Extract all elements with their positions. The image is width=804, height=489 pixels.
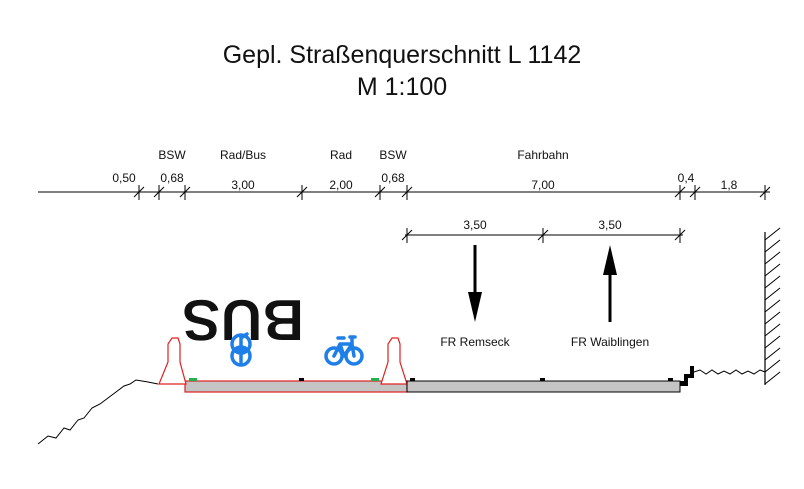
arrow-up-icon	[603, 245, 617, 322]
direction-label-remseck: FR Remseck	[440, 335, 510, 349]
dim-value: 1,8	[721, 178, 738, 192]
terrain-right	[693, 369, 766, 375]
dim-value: 3,00	[231, 178, 255, 192]
dim-value: 0,50	[112, 171, 136, 185]
dim-value: 2,00	[329, 178, 353, 192]
dim-value: 0,4	[678, 171, 695, 185]
road-markings	[299, 378, 673, 381]
roadway-surface	[406, 380, 681, 393]
lane-dim-value: 3,50	[463, 218, 487, 232]
dim-value: 0,68	[160, 171, 184, 185]
lane-dim-value: 3,50	[598, 218, 622, 232]
section-label-bsw-right: BSW	[379, 148, 407, 162]
direction-label-waiblingen: FR Waiblingen	[571, 335, 649, 349]
lane-dimension-ticks	[401, 228, 686, 243]
section-label-fahrbahn: Fahrbahn	[517, 148, 568, 162]
dim-value: 0,68	[381, 171, 405, 185]
arrow-down-icon	[468, 245, 482, 322]
wall-hatching	[764, 227, 781, 385]
bicycle-icon	[230, 332, 252, 367]
green-marker	[189, 378, 197, 381]
bus-lane-marking: BUS	[182, 287, 304, 352]
terrain-left	[37, 379, 159, 445]
section-label-bsw-left: BSW	[158, 148, 186, 162]
diagram-scale: M 1:100	[356, 73, 448, 101]
kerb-right	[680, 366, 694, 386]
diagram-title: Gepl. Straßenquerschnitt L 1142	[222, 41, 582, 69]
dimension-ticks	[133, 185, 771, 200]
dim-value: 7,00	[531, 178, 555, 192]
cycle-path-surface	[184, 380, 408, 393]
bicycle-icon	[324, 335, 364, 366]
green-marker	[371, 378, 379, 381]
section-label-rad-bus: Rad/Bus	[220, 148, 266, 162]
curb-left	[158, 337, 187, 385]
section-label-rad: Rad	[330, 148, 352, 162]
curb-right	[380, 337, 408, 385]
